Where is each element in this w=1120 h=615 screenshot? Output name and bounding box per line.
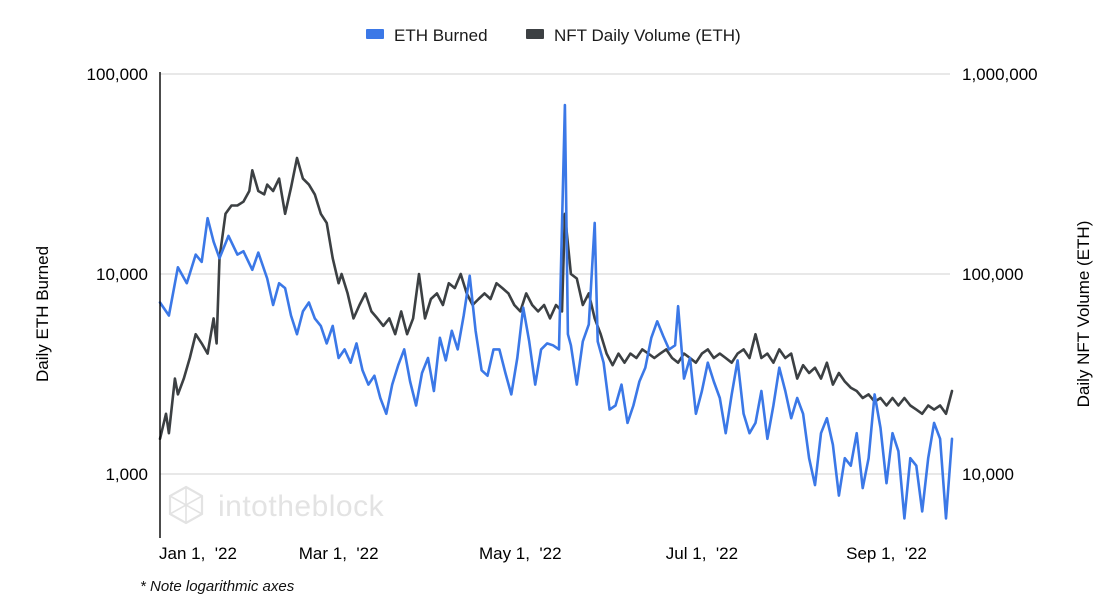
- x-tick-label: Jan 1, '22: [159, 544, 237, 563]
- y-tick-right-label: 10,000: [962, 465, 1014, 484]
- y-tick-right-label: 100,000: [962, 265, 1023, 284]
- y-tick-left-label: 1,000: [105, 465, 148, 484]
- gridlines: [160, 73, 950, 475]
- legend-item-nft-volume[interactable]: NFT Daily Volume (ETH): [526, 26, 741, 45]
- legend-swatch-eth-burned: [366, 29, 384, 39]
- y-axis-left-title: Daily ETH Burned: [33, 246, 52, 382]
- y-tick-left-label: 10,000: [96, 265, 148, 284]
- x-tick-label: May 1, '22: [479, 544, 562, 563]
- y-tick-right-label: 1,000,000: [962, 65, 1038, 84]
- series-line-nft-volume: [158, 156, 954, 441]
- x-tick-label: Mar 1, '22: [299, 544, 379, 563]
- y-ticks-left: 1,000 10,000 100,000: [87, 65, 148, 484]
- footnote: * Note logarithmic axes: [140, 578, 295, 595]
- watermark: intotheblock: [168, 485, 385, 525]
- x-tick-label: Jul 1, '22: [666, 544, 738, 563]
- legend-item-eth-burned[interactable]: ETH Burned: [366, 26, 488, 45]
- legend-swatch-nft-volume: [526, 29, 544, 39]
- legend-label-eth-burned: ETH Burned: [394, 26, 488, 45]
- x-ticks: Jan 1, '22 Mar 1, '22 May 1, '22 Jul 1, '22…: [159, 544, 927, 563]
- watermark-text: intotheblock: [218, 490, 385, 523]
- legend-label-nft-volume: NFT Daily Volume (ETH): [554, 26, 741, 45]
- y-tick-left-label: 100,000: [87, 65, 148, 84]
- y-axis-right-title: Daily NFT Volume (ETH): [1074, 221, 1093, 408]
- series-line-eth-burned: [158, 103, 954, 520]
- watermark-logo-icon: [168, 485, 204, 525]
- series-lines: [158, 103, 954, 520]
- y-ticks-right: 10,000 100,000 1,000,000: [962, 65, 1038, 484]
- legend: ETH Burned NFT Daily Volume (ETH): [366, 26, 741, 45]
- x-tick-label: Sep 1, '22: [846, 544, 927, 563]
